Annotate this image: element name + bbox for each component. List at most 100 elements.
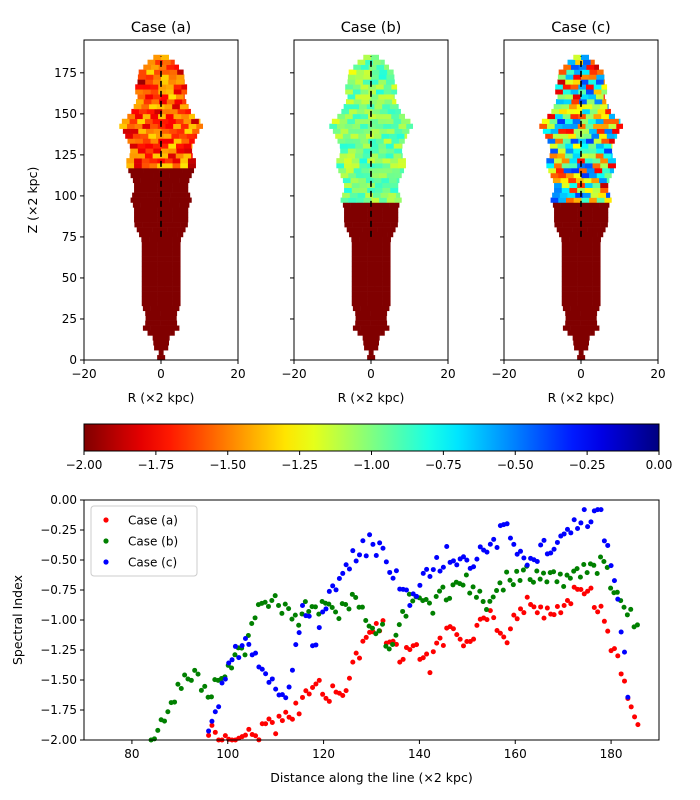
data-point	[577, 574, 583, 580]
heatmap-cell	[580, 79, 589, 85]
heatmap-cell	[588, 153, 597, 159]
heatmap-cell	[387, 108, 396, 115]
heatmap-cell	[360, 325, 369, 331]
data-point	[450, 582, 456, 588]
heatmap-cell	[588, 310, 597, 316]
legend-label: Case (b)	[128, 535, 178, 549]
heatmap-cell	[569, 276, 578, 282]
heatmap-cell	[552, 133, 561, 139]
x-tick-label: 140	[408, 747, 431, 761]
heatmap-cell	[390, 217, 399, 223]
heatmap-cell	[170, 59, 175, 65]
data-point	[470, 584, 476, 590]
data-point	[608, 585, 614, 591]
data-point	[349, 591, 355, 597]
data-point	[514, 568, 520, 574]
data-point	[313, 642, 319, 648]
data-point	[437, 635, 443, 641]
heatmap-cell	[166, 64, 175, 70]
heatmap-cell	[391, 113, 400, 120]
legend-label: Case (a)	[128, 514, 178, 528]
data-point	[507, 535, 513, 541]
heatmap-cell	[147, 192, 156, 198]
heatmap-cell	[344, 182, 353, 188]
heatmap-cell	[347, 118, 356, 124]
heatmap-cell	[578, 325, 587, 331]
heatmap-cell	[596, 128, 605, 134]
heatmap-cell	[145, 197, 154, 203]
data-point	[581, 561, 587, 567]
heatmap-cell	[384, 64, 390, 70]
heatmap-cell	[354, 227, 363, 233]
heatmap-cell	[382, 276, 391, 282]
heatmap-cell	[171, 177, 180, 184]
heatmap-cell	[186, 202, 190, 208]
data-point	[471, 636, 477, 642]
heatmap-cell	[562, 138, 571, 144]
heatmap-cell	[606, 192, 611, 198]
x-tick-label: 20	[440, 367, 455, 381]
heatmap-cell	[382, 251, 391, 257]
heatmap-cell	[174, 99, 183, 105]
heatmap-cell	[161, 69, 170, 75]
heatmap-cell	[349, 232, 358, 238]
heatmap-cell	[360, 113, 369, 120]
heatmap-cell	[374, 251, 383, 257]
data-point	[242, 732, 248, 738]
heatmap-cell	[374, 241, 383, 248]
heatmap-cell	[172, 158, 181, 164]
heatmap-cell	[574, 345, 583, 351]
heatmap-cell	[165, 123, 174, 129]
heatmap-cell	[172, 266, 181, 272]
heatmap-cell	[592, 291, 601, 297]
heatmap-cell	[154, 69, 163, 75]
data-point	[634, 622, 640, 628]
heatmap-cell	[371, 69, 380, 75]
heatmap-cell	[178, 192, 187, 198]
heatmap-cell	[374, 300, 383, 307]
heatmap-cell	[342, 177, 351, 184]
heatmap-cell	[554, 187, 563, 193]
heatmap-cell	[394, 148, 403, 154]
data-point	[206, 732, 212, 738]
data-point	[400, 608, 406, 614]
heatmap-cell	[339, 118, 348, 124]
heatmap-cell	[164, 286, 173, 292]
heatmap-cell	[142, 89, 151, 95]
heatmap-cell	[172, 291, 181, 297]
heatmap-cell	[382, 104, 391, 110]
heatmap-cell	[390, 207, 399, 213]
heatmap-cell	[374, 266, 383, 272]
heatmap-cell	[139, 192, 148, 198]
heatmap-cell	[573, 128, 582, 134]
heatmap-cell	[541, 118, 550, 124]
heatmap-cell	[386, 320, 388, 326]
heatmap-cell	[359, 246, 368, 252]
heatmap-cell	[557, 143, 566, 149]
y-tick-label: −2.00	[40, 733, 77, 747]
heatmap-cell	[359, 291, 368, 297]
heatmap-cell	[153, 128, 162, 134]
heatmap-cell	[568, 177, 577, 184]
heatmap-cell	[189, 168, 195, 174]
heatmap-cell	[186, 192, 191, 198]
heatmap-cell	[376, 305, 385, 312]
heatmap-cell	[347, 143, 356, 149]
heatmap-cell	[158, 84, 167, 90]
heatmap-cell	[177, 232, 184, 238]
data-point	[574, 566, 580, 572]
heatmap-cell	[383, 138, 392, 144]
heatmap-cell	[577, 217, 586, 223]
heatmap-cell	[379, 232, 388, 238]
heatmap-cell	[398, 113, 405, 120]
heatmap-cell	[372, 330, 381, 336]
heatmap-cell	[168, 148, 177, 154]
x-tick-label: −20	[71, 367, 96, 381]
data-point	[615, 653, 621, 659]
data-point	[232, 652, 238, 658]
heatmap-cell	[577, 207, 586, 213]
heatmap-cell	[565, 310, 574, 316]
heatmap-cell	[145, 74, 154, 80]
data-point	[518, 548, 524, 554]
heatmap-cell	[152, 335, 161, 341]
